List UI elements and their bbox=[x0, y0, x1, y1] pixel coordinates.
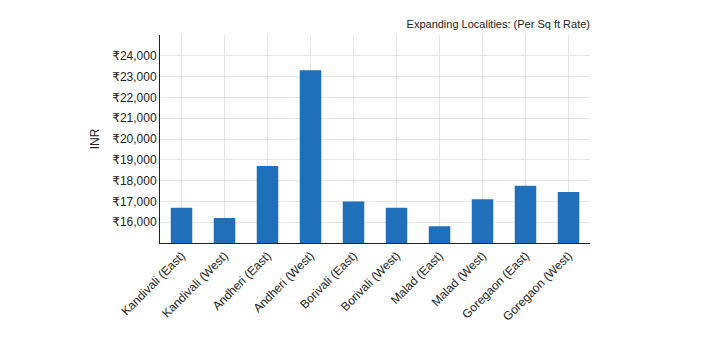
svg-text:₹21,000: ₹21,000 bbox=[112, 111, 157, 125]
svg-text:Malad (East): Malad (East) bbox=[388, 249, 446, 307]
svg-text:Borivali (West): Borivali (West) bbox=[338, 249, 403, 314]
svg-text:Expanding Localities: (Per Sq: Expanding Localities: (Per Sq ft Rate) bbox=[407, 18, 590, 30]
svg-text:₹20,000: ₹20,000 bbox=[112, 132, 157, 146]
svg-text:₹23,000: ₹23,000 bbox=[112, 70, 157, 84]
svg-text:₹24,000: ₹24,000 bbox=[112, 49, 157, 63]
svg-text:Kandivali (East): Kandivali (East) bbox=[119, 249, 188, 318]
svg-text:INR: INR bbox=[88, 128, 102, 149]
svg-text:Malad (West): Malad (West) bbox=[429, 249, 489, 309]
svg-text:Goregaon (West): Goregaon (West) bbox=[500, 249, 575, 324]
svg-text:₹16,000: ₹16,000 bbox=[112, 215, 157, 229]
svg-text:Borivali (East): Borivali (East) bbox=[297, 249, 360, 312]
svg-text:Goregaon (East): Goregaon (East) bbox=[459, 249, 532, 322]
svg-text:Andheri (East): Andheri (East) bbox=[210, 249, 274, 313]
svg-text:₹19,000: ₹19,000 bbox=[112, 153, 157, 167]
svg-text:₹17,000: ₹17,000 bbox=[112, 195, 157, 209]
svg-text:₹18,000: ₹18,000 bbox=[112, 174, 157, 188]
svg-text:Andheri (West): Andheri (West) bbox=[251, 249, 317, 315]
svg-text:Kandivali (West): Kandivali (West) bbox=[159, 249, 231, 321]
svg-text:₹22,000: ₹22,000 bbox=[112, 91, 157, 105]
